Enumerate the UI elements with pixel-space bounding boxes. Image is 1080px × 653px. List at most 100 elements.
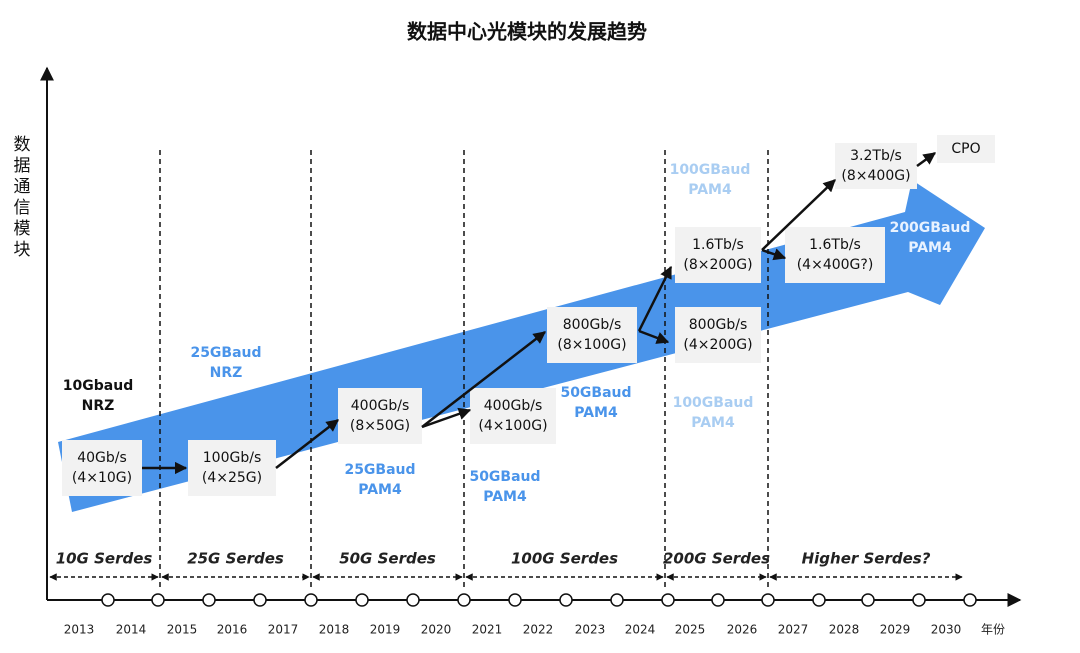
module-label: 3.2Tb/s [850, 148, 902, 164]
year-label: 2022 [523, 623, 554, 637]
module-label: 100Gb/s [203, 450, 261, 466]
year-marker [508, 593, 522, 607]
module-box [188, 440, 276, 496]
year-marker [610, 593, 624, 607]
flow-arrow [275, 419, 339, 469]
year-marker [151, 593, 165, 607]
baud-label: PAM4 [688, 182, 732, 198]
module-label: (8×200G) [683, 257, 752, 273]
year-label: 2014 [116, 623, 147, 637]
baud-label: NRZ [210, 365, 243, 381]
baud-label: 25GBaud [344, 462, 415, 478]
module-box [785, 227, 885, 283]
module-box [835, 143, 917, 189]
flow-arrow [761, 248, 787, 261]
year-label: 2013 [64, 623, 95, 637]
year-label: 2024 [625, 623, 656, 637]
year-label: 2016 [217, 623, 248, 637]
module-box [470, 388, 556, 444]
serdes-label: 100G Serdes [511, 550, 618, 568]
module-label: 800Gb/s [563, 317, 621, 333]
baud-label: NRZ [82, 398, 115, 414]
module-label: 40Gb/s [77, 450, 127, 466]
y-axis-char: 据 [14, 156, 31, 176]
y-axis-char: 块 [14, 240, 31, 260]
serdes-label: 200G Serdes [663, 550, 770, 568]
baud-label: PAM4 [574, 405, 618, 421]
baud-label: PAM4 [483, 489, 527, 505]
baud-label: 50GBaud [469, 469, 540, 485]
serdes-label: Higher Serdes? [802, 550, 931, 568]
year-marker [812, 593, 826, 607]
title: 数据中心光模块的发展趋势 [407, 20, 647, 44]
module-box [675, 227, 761, 283]
serdes-label: 50G Serdes [339, 550, 436, 568]
module-label: 1.6Tb/s [809, 237, 861, 253]
y-axis-char: 信 [14, 198, 31, 218]
module-label: (8×400G) [841, 168, 910, 184]
baud-label: 200GBaud [890, 220, 971, 236]
year-label: 2025 [675, 623, 706, 637]
year-marker [355, 593, 369, 607]
baud-label: PAM4 [691, 415, 735, 431]
y-axis-char: 通 [14, 177, 31, 197]
module-box [62, 440, 142, 496]
x-axis-label: 年份 [981, 623, 1005, 637]
year-label: 2029 [880, 623, 911, 637]
flow-arrow [638, 329, 670, 344]
year-label: 2020 [421, 623, 452, 637]
module-box [338, 388, 422, 444]
module-label: (8×100G) [557, 337, 626, 353]
year-label: 2023 [575, 623, 606, 637]
module-label: 400Gb/s [351, 398, 409, 414]
year-label: 2026 [727, 623, 758, 637]
year-marker [912, 593, 926, 607]
module-box [937, 135, 995, 163]
year-label: 2028 [829, 623, 860, 637]
y-axis-char: 数 [14, 135, 31, 155]
year-label: 2019 [370, 623, 401, 637]
baud-label: PAM4 [358, 482, 402, 498]
y-axis-label: 数据通信模块 [14, 135, 31, 260]
serdes-label: 25G Serdes [187, 550, 284, 568]
baud-label: PAM4 [908, 240, 952, 256]
baud-label: 100GBaud [673, 395, 754, 411]
module-label: CPO [951, 141, 980, 157]
year-marker [761, 593, 775, 607]
flow-arrow [637, 265, 673, 332]
year-label: 2018 [319, 623, 350, 637]
year-label: 2027 [778, 623, 809, 637]
module-label: (4×10G) [72, 470, 132, 486]
module-label: (4×25G) [202, 470, 262, 486]
module-box [547, 307, 637, 363]
baud-label: 50GBaud [560, 385, 631, 401]
serdes-label: 10G Serdes [56, 550, 153, 568]
year-marker [304, 593, 318, 607]
flow-arrow [421, 407, 472, 429]
baud-label: 25GBaud [190, 345, 261, 361]
y-axis-char: 模 [14, 219, 31, 239]
flow-arrow [421, 331, 546, 428]
year-marker [559, 593, 573, 607]
year-marker [711, 593, 725, 607]
flow-arrow [761, 179, 836, 251]
module-label: (8×50G) [350, 418, 410, 434]
year-marker [861, 593, 875, 607]
year-marker [963, 593, 977, 607]
year-marker [406, 593, 420, 607]
year-label: 2015 [167, 623, 198, 637]
module-label: (4×200G) [683, 337, 752, 353]
module-label: 800Gb/s [689, 317, 747, 333]
year-marker [457, 593, 471, 607]
module-label: (4×400G?) [797, 257, 874, 273]
year-label: 2030 [931, 623, 962, 637]
year-label: 2021 [472, 623, 503, 637]
baud-label: 10Gbaud [63, 378, 133, 394]
year-marker [661, 593, 675, 607]
year-label: 2017 [268, 623, 299, 637]
module-label: 400Gb/s [484, 398, 542, 414]
year-marker [101, 593, 115, 607]
year-marker [253, 593, 267, 607]
baud-label: 100GBaud [670, 162, 751, 178]
